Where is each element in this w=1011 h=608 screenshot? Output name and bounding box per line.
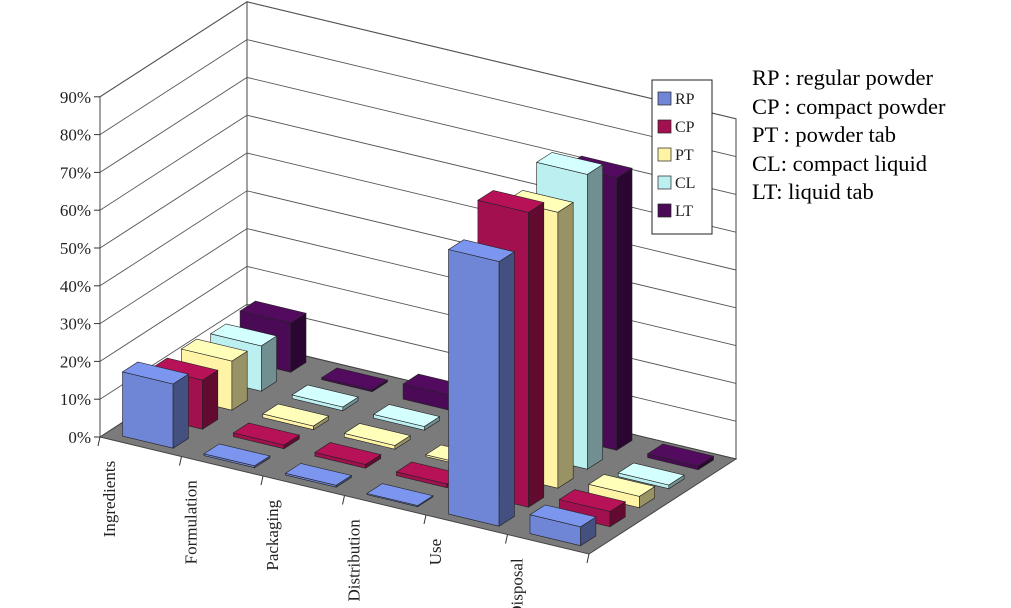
x-tick-label: Packaging — [263, 499, 282, 570]
x-tick-label: Formulation — [181, 480, 200, 565]
bar — [366, 483, 434, 508]
legend-swatch — [657, 91, 672, 106]
bar — [284, 463, 353, 488]
bar — [447, 239, 516, 527]
bar — [121, 361, 190, 449]
y-tick-label: 20% — [60, 352, 91, 371]
legend-swatch — [657, 147, 672, 162]
legend-label: CP — [675, 119, 695, 136]
legend-label: PT — [675, 147, 694, 164]
bar — [320, 367, 389, 393]
bar — [588, 474, 656, 509]
bar — [203, 443, 271, 469]
bar — [343, 423, 411, 450]
x-tick-mark — [423, 514, 427, 525]
bar — [372, 404, 441, 431]
legend-swatch — [657, 119, 672, 134]
x-tick-label: Ingredients — [100, 461, 119, 537]
y-tick-label: 40% — [60, 277, 91, 296]
y-tick-label: 10% — [60, 390, 91, 409]
bar — [617, 462, 685, 490]
x-axis: Ingredients Formulation Packaging Distribut… — [97, 436, 590, 608]
x-tick-mark — [179, 456, 182, 466]
abbreviation-note: PT : powder tab — [752, 122, 896, 148]
x-tick-mark — [260, 475, 264, 486]
bar — [291, 384, 359, 412]
x-tick-label: Distribution — [344, 519, 363, 602]
y-tick-label: 50% — [60, 239, 91, 258]
x-tick-label: Disposal — [507, 558, 526, 608]
bar — [529, 504, 597, 547]
bar — [262, 403, 330, 431]
abbreviation-note: CL: compact liquid — [752, 150, 927, 176]
abbreviation-note: RP : regular powder — [752, 65, 933, 90]
legend-swatch — [657, 175, 672, 190]
y-tick-label: 70% — [60, 163, 91, 182]
bars — [121, 152, 715, 547]
legend-label: RP — [675, 91, 695, 108]
bar — [314, 442, 382, 469]
abbreviation-note: CP : compact powder — [752, 93, 946, 119]
legend-swatch — [657, 203, 672, 218]
bar — [558, 489, 627, 528]
x-tick-mark — [342, 495, 345, 505]
y-tick-label: 90% — [60, 88, 91, 107]
legend: RP CP PT CL LT — [651, 79, 713, 235]
y-tick-label: 80% — [60, 126, 91, 145]
legend-label: LT — [675, 203, 693, 220]
bar — [646, 443, 715, 471]
abbreviation-note: LT: liquid tab — [752, 179, 874, 205]
x-tick-mark — [97, 436, 101, 447]
y-tick-label: 0% — [68, 428, 91, 447]
bar — [232, 422, 301, 450]
y-tick-label: 30% — [60, 315, 91, 334]
x-tick-label: Use — [426, 539, 445, 565]
x-tick-mark — [586, 553, 590, 564]
legend-label: CL — [675, 175, 695, 192]
abbreviation-notes: RP : regular powder CP : compact powder … — [752, 64, 946, 207]
y-axis: 0% 10% 20% 30% 40% 50% 60% 70% 80% 90% — [60, 88, 100, 447]
x-tick-mark — [505, 534, 508, 544]
y-tick-label: 60% — [60, 201, 91, 220]
